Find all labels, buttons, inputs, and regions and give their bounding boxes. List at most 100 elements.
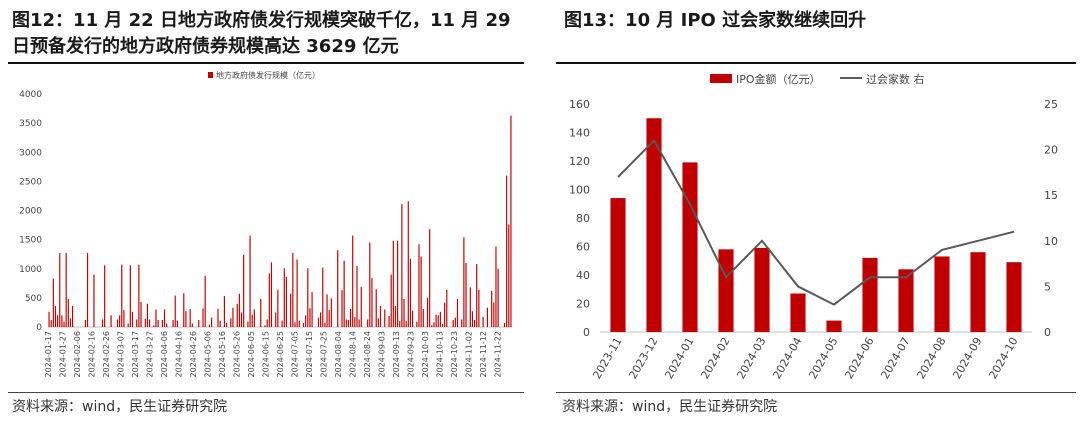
- x-tick-label: 2024-06-25: [276, 331, 285, 378]
- bar: [249, 235, 251, 327]
- x-tick-label: 2024-04-16: [175, 331, 184, 378]
- bar: [268, 273, 270, 327]
- y2-tick-label: 5: [1044, 280, 1051, 293]
- bar: [324, 322, 326, 327]
- bar: [290, 293, 292, 327]
- x-tick-label: 2024-11-22: [494, 331, 503, 378]
- bar: [285, 276, 288, 327]
- bar: [437, 315, 439, 327]
- x-tick-label: 2024-11-12: [479, 331, 488, 378]
- bar: [63, 321, 65, 327]
- bar: [405, 321, 407, 327]
- bar: [174, 295, 176, 327]
- x-tick-label: 2024-09: [950, 335, 984, 381]
- bar: [202, 308, 204, 327]
- bar: [375, 289, 377, 327]
- bar: [230, 318, 232, 327]
- bar: [503, 322, 506, 327]
- x-tick-label: 2024-05-06: [204, 331, 213, 378]
- bar: [463, 237, 465, 327]
- x-tick-label: 2024-08-14: [349, 331, 358, 378]
- bar: [497, 268, 499, 327]
- legend-label-bar: 地方政府债发行规模（亿元）: [216, 70, 320, 80]
- bar: [495, 246, 497, 327]
- bar: [384, 309, 386, 327]
- y-tick-label: 60: [576, 241, 590, 254]
- footer-divider: [556, 392, 1076, 393]
- bar: [61, 315, 63, 327]
- y-tick-label: 120: [569, 155, 590, 168]
- bar: [433, 322, 435, 327]
- x-tick-label: 2024-05-16: [218, 331, 227, 378]
- bar: [281, 320, 283, 327]
- y-tick-label: 1000: [19, 265, 42, 275]
- y2-tick-label: 15: [1044, 189, 1058, 202]
- bar: [240, 312, 243, 327]
- bar: [219, 320, 221, 327]
- y2-tick-label: 10: [1044, 235, 1058, 248]
- x-tick-label: 2024-07-25: [320, 331, 329, 378]
- y2-tick-label: 0: [1044, 326, 1051, 339]
- bar: [476, 264, 478, 327]
- bar: [264, 325, 266, 327]
- bar: [420, 256, 422, 327]
- bar: [328, 310, 330, 327]
- bar: [369, 242, 371, 327]
- bar: [326, 294, 328, 327]
- series-line: [617, 138, 1015, 306]
- bar: [510, 115, 512, 327]
- bar: [388, 315, 390, 327]
- bar: [790, 293, 806, 332]
- bar: [146, 303, 149, 327]
- x-tick-label: 2024-08-24: [363, 331, 372, 378]
- bar: [486, 307, 488, 327]
- x-tick-label: 2024-11-02: [465, 331, 474, 378]
- y-tick-label: 3500: [19, 119, 42, 129]
- bar: [456, 299, 459, 327]
- bar: [826, 320, 842, 332]
- bar: [138, 264, 140, 327]
- bar: [198, 320, 200, 327]
- bar: [718, 249, 734, 332]
- bar: [341, 290, 343, 327]
- bar: [232, 307, 234, 327]
- bar: [243, 254, 245, 327]
- bar: [123, 310, 125, 327]
- bar: [127, 323, 129, 327]
- title-divider: [556, 62, 1076, 64]
- bar: [59, 253, 61, 327]
- y-tick-label: 2000: [19, 207, 42, 217]
- x-tick-label: 2024-01-27: [59, 331, 68, 378]
- bar: [93, 274, 95, 327]
- bar: [347, 320, 350, 327]
- bar: [452, 320, 454, 327]
- x-tick-label: 2024-10-03: [421, 331, 430, 378]
- bar: [236, 303, 238, 327]
- y2-tick-label: 25: [1044, 98, 1058, 111]
- bar: [72, 306, 74, 327]
- bar: [469, 287, 471, 327]
- x-tick-label: 2024-03-07: [117, 331, 126, 378]
- bar: [148, 319, 151, 327]
- bar: [266, 319, 268, 327]
- right-combo-chart: IPO金额（亿元） 过会家数 右 0 20 40 60 80 100 120 140 160 0 5 10…: [569, 72, 1058, 381]
- y-tick-label: 0: [583, 326, 590, 339]
- bar: [493, 302, 495, 327]
- x-tick-label: 2024-04-26: [189, 331, 198, 378]
- x-tick-label: 2024-04-06: [160, 331, 169, 378]
- bar: [183, 293, 185, 327]
- x-tick-label: 2024-08-04: [334, 331, 343, 378]
- x-tick-label: 2024-05-26: [233, 331, 242, 378]
- bar: [429, 229, 431, 327]
- bar: [67, 299, 69, 327]
- bar: [471, 311, 474, 327]
- bar: [345, 319, 347, 327]
- x-tick-label: 2024-08: [914, 335, 948, 381]
- bar: [394, 306, 397, 327]
- bar: [163, 309, 166, 327]
- bar: [131, 311, 134, 327]
- bar: [409, 258, 412, 327]
- x-tick-label: 2023-12: [626, 335, 660, 381]
- y-tick-label: 40: [576, 269, 590, 282]
- y-tick-label: 140: [569, 127, 590, 140]
